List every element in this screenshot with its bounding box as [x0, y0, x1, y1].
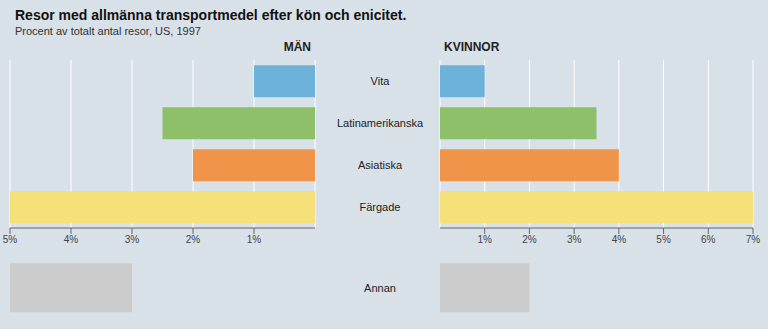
svg-text:Annan: Annan — [364, 282, 396, 294]
html-text:KVINNOR: KVINNOR — [444, 40, 500, 54]
html-text:Resor med allmänna transportme: Resor med allmänna transportmedel efter … — [15, 7, 407, 23]
svg-text:2%: 2% — [186, 234, 201, 245]
svg-text:Färgade: Färgade — [360, 201, 401, 213]
svg-text:2%: 2% — [522, 234, 537, 245]
svg-text:Asiatiska: Asiatiska — [358, 159, 403, 171]
svg-text:3%: 3% — [125, 234, 140, 245]
html-text:MÄN: MÄN — [283, 40, 311, 54]
svg-text:Latinamerikanska: Latinamerikanska — [337, 117, 424, 129]
svg-text:3%: 3% — [567, 234, 582, 245]
svg-text:6%: 6% — [701, 234, 716, 245]
svg-text:Vita: Vita — [371, 75, 391, 87]
svg-text:1%: 1% — [477, 234, 492, 245]
svg-text:1%: 1% — [247, 234, 262, 245]
svg-text:5%: 5% — [656, 234, 671, 245]
svg-text:4%: 4% — [64, 234, 79, 245]
svg-text:4%: 4% — [612, 234, 627, 245]
html-text:Procent av totalt antal resor,: Procent av totalt antal resor, US, 1997 — [15, 25, 201, 37]
svg-text:7%: 7% — [746, 234, 760, 245]
svg-text:5%: 5% — [8, 234, 17, 245]
